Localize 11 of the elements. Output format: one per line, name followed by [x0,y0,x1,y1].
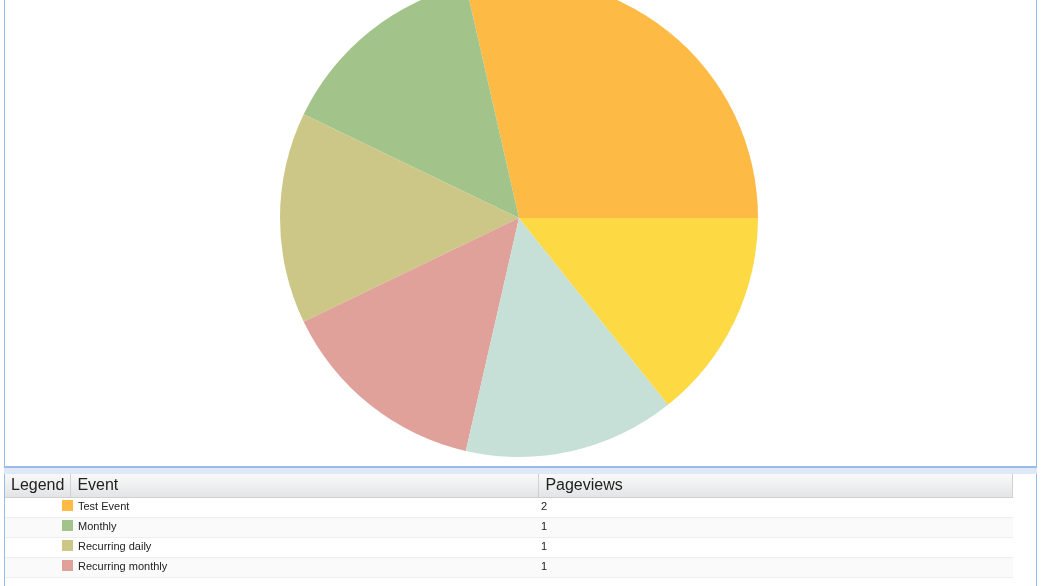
legend-label: Test Event [78,499,130,512]
legend-title: Legend [5,474,71,497]
legend-label: Monthly [78,519,118,532]
legend-label: Recurring daily [78,539,152,552]
text: Pageviews [538,474,1013,497]
legend-label: Recurring monthly [78,559,168,572]
text: Event [70,474,539,497]
data-label: 2 [541,499,548,512]
data-label: 1 [541,519,548,532]
data-label: 1 [541,539,548,552]
data-label: 1 [541,559,548,572]
